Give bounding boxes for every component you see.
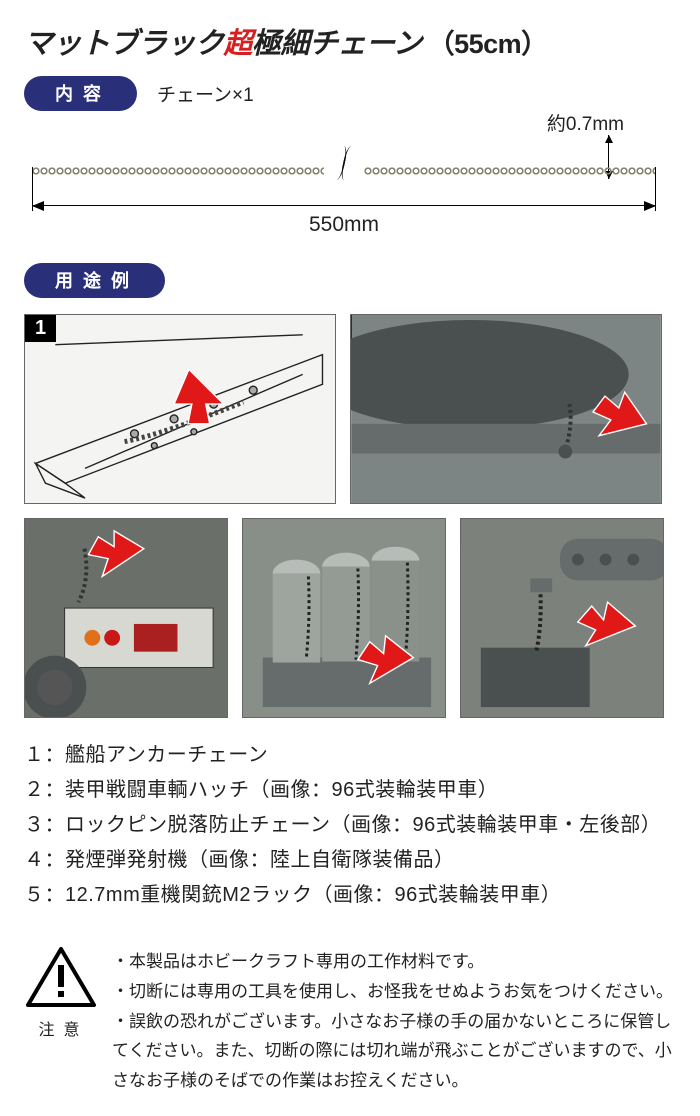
example-4: 4 [242, 518, 446, 718]
usage-item-2: ２：装甲戦闘車輌ハッチ（画像：96式装輪装甲車） [24, 773, 676, 808]
contents-text: チェーン×1 [157, 76, 254, 107]
thickness-label: 約0.7mm [547, 109, 624, 136]
usage-list: １：艦船アンカーチェーン ２：装甲戦闘車輌ハッチ（画像：96式装輪装甲車） ３：… [24, 738, 676, 913]
product-title: マットブラック超極細チェーン（55cm） [24, 20, 676, 62]
usage-item-4: ４：発煙弾発射機（画像：陸上自衛隊装備品） [24, 843, 676, 878]
example-1: 1 [24, 314, 336, 504]
chain-diagram: 約0.7mm 550mm [24, 109, 664, 239]
caution-item-1: ・本製品はホビークラフト専用の工作材料です。 [112, 947, 484, 977]
caution-label: 注意 [24, 1016, 98, 1040]
warning-triangle-icon [26, 947, 96, 1009]
usage-item-5: ５：12.7mm重機関銃M2ラック（画像：96式装輪装甲車） [24, 878, 676, 913]
caution-section: 注意 ・本製品はホビークラフト専用の工作材料です。 ・切断には専用の工具を使用し… [24, 947, 676, 1096]
title-tail: （55cm） [428, 29, 548, 59]
chain-illustration [32, 164, 656, 178]
dimension-line [32, 205, 656, 206]
usage-item-3: ３：ロックピン脱落防止チェーン（画像：96式装輪装甲車・左後部） [24, 808, 676, 843]
caution-item-2: ・切断には専用の工具を使用し、お怪我をせぬようお気をつけください。 [112, 977, 673, 1007]
title-part2: 極細チェーン [252, 28, 422, 60]
usage-pill: 用途例 [24, 263, 165, 298]
example-3: 3 [24, 518, 228, 718]
title-part1: マットブラック [24, 28, 224, 60]
examples-grid: 1 2 3 [24, 314, 676, 718]
usage-item-1: １：艦船アンカーチェーン [24, 738, 676, 773]
example-1-illustration [25, 315, 335, 503]
break-mark-icon [324, 158, 364, 184]
length-label: 550mm [24, 213, 664, 237]
caution-icon-block: 注意 [24, 947, 98, 1040]
contents-row: 内容 チェーン×1 [24, 76, 676, 111]
title-red: 超 [224, 28, 253, 60]
example-5-illustration [461, 519, 663, 717]
example-2: 2 [350, 314, 662, 504]
example-3-illustration [25, 519, 227, 717]
caution-text: ・本製品はホビークラフト専用の工作材料です。 ・切断には専用の工具を使用し、お怪… [112, 947, 676, 1096]
example-2-illustration [351, 315, 661, 503]
example-5: 5 [460, 518, 664, 718]
contents-pill: 内容 [24, 76, 137, 111]
example-4-illustration [243, 519, 445, 717]
caution-item-3: ・誤飲の恐れがございます。小さなお子様の手の届かないところに保管してください。ま… [112, 1007, 676, 1096]
